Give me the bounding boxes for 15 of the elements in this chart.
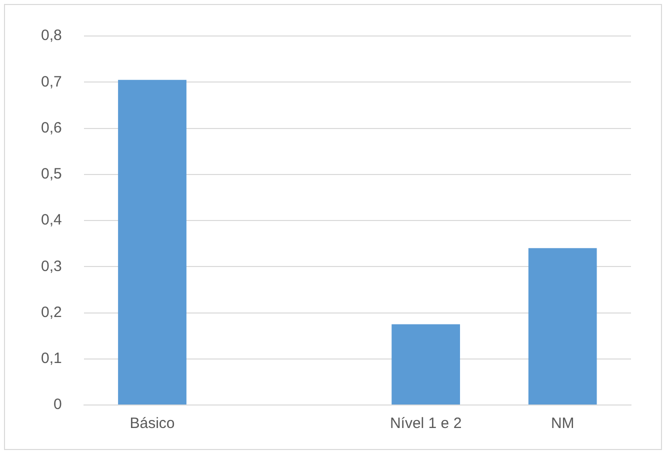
bar (528, 248, 597, 404)
y-tick-label: 0,7 (40, 73, 62, 90)
y-tick-label: 0,5 (40, 166, 62, 183)
y-tick-label: 0,6 (40, 119, 62, 136)
x-tick-label: Básico (130, 415, 175, 432)
y-tick-label: 0,8 (40, 27, 62, 44)
y-tick-label: 0,2 (40, 304, 62, 321)
y-tick-label: 0,1 (40, 350, 62, 368)
x-tick-label: Nível 1 e 2 (390, 415, 462, 432)
y-tick-label: 0,3 (40, 258, 62, 275)
bar (118, 80, 186, 404)
x-tick-label: NM (550, 415, 574, 432)
y-tick-label: 0 (54, 396, 62, 414)
y-tick-label: 0,4 (40, 212, 62, 229)
bar (392, 324, 460, 404)
